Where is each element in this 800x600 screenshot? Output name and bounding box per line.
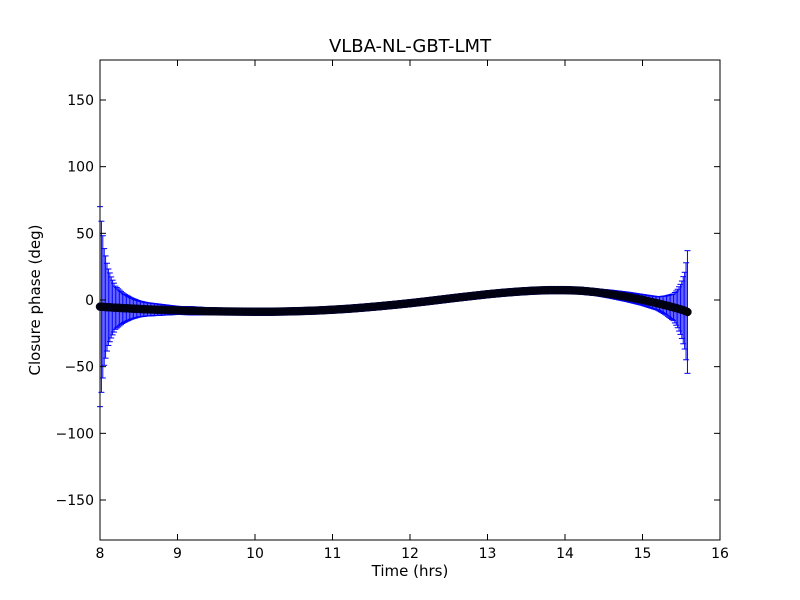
y-tick-label: 0 <box>85 293 94 309</box>
x-tick-label: 13 <box>479 546 497 562</box>
data-point <box>683 307 692 317</box>
x-tick-label: 11 <box>324 546 342 562</box>
chart-title: VLBA-NL-GBT-LMT <box>329 36 492 57</box>
x-tick-label: 10 <box>246 546 264 562</box>
data-points <box>95 285 692 317</box>
x-axis-ticks: 8 9 10 11 12 13 14 15 16 <box>96 60 729 562</box>
x-tick-label: 16 <box>711 546 729 562</box>
y-tick-label: −100 <box>56 426 94 442</box>
x-axis-label: Time (hrs) <box>371 562 449 580</box>
x-tick-label: 9 <box>173 546 182 562</box>
y-tick-label: 150 <box>67 93 94 109</box>
x-tick-label: 12 <box>401 546 419 562</box>
y-axis-ticks: −150 −100 −50 0 50 100 150 <box>56 93 720 509</box>
x-tick-label: 8 <box>96 546 105 562</box>
y-tick-label: −150 <box>56 493 94 509</box>
x-tick-label: 15 <box>634 546 652 562</box>
x-tick-label: 14 <box>556 546 574 562</box>
y-tick-label: −50 <box>64 360 94 376</box>
y-tick-label: 100 <box>67 160 94 176</box>
y-axis-label: Closure phase (deg) <box>26 225 44 376</box>
y-tick-label: 50 <box>76 226 94 242</box>
